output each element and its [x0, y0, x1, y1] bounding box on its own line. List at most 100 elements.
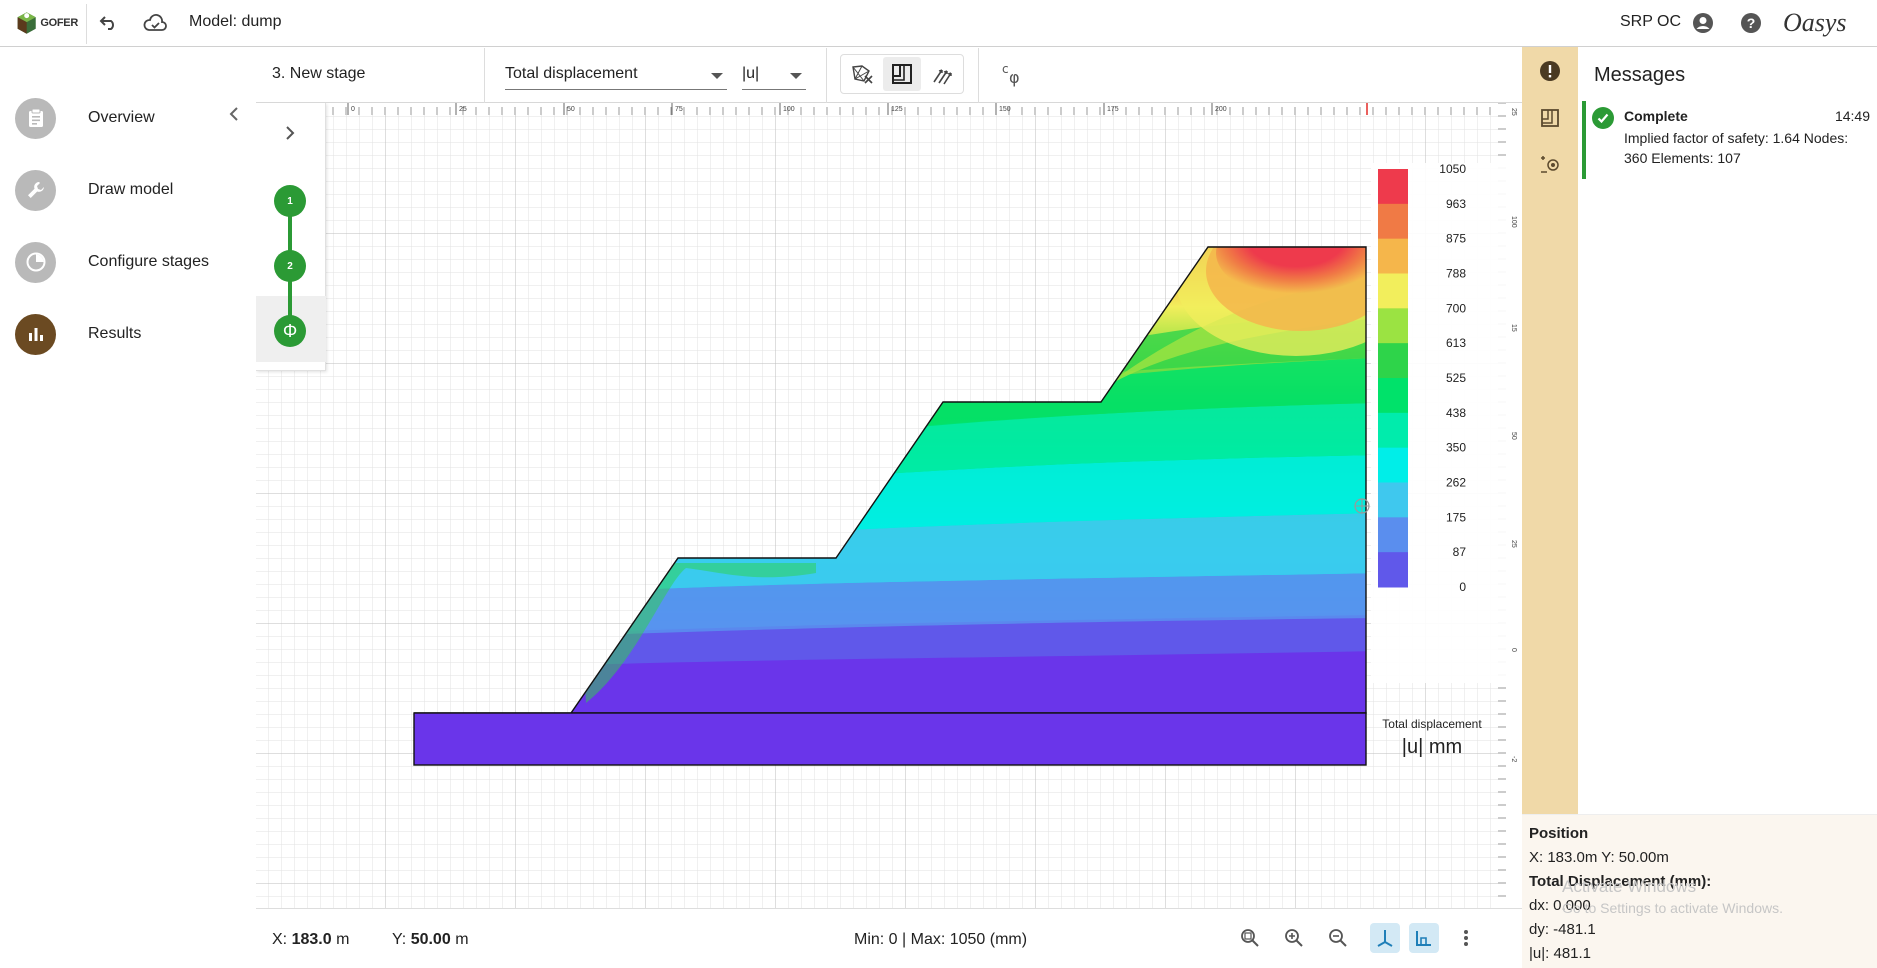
zoom-in-icon: [1285, 929, 1303, 947]
min-max-readout: Min: 0 | Max: 1050 (mm): [854, 931, 1028, 948]
collapse-nav-button[interactable]: [226, 105, 244, 123]
svg-text:c: c: [1002, 62, 1009, 76]
legend-swatch: [1378, 343, 1408, 379]
cloud-icon: [143, 14, 167, 31]
legend-swatch: [1378, 447, 1408, 483]
ruler-tick-label: 25: [1510, 540, 1517, 548]
result-type-select[interactable]: Total displacement: [505, 62, 727, 90]
cursor-y-readout: Y: 50.00 m: [392, 931, 469, 948]
axes-toggle-button[interactable]: [1370, 923, 1400, 953]
nav-item-draw-model[interactable]: Draw model: [15, 169, 245, 211]
more-options-button[interactable]: [1451, 923, 1481, 953]
more-vert-icon: [1464, 930, 1468, 946]
ruler-tick-label: 125: [891, 106, 903, 113]
component-select[interactable]: |u|: [742, 62, 806, 90]
bar-chart-icon: [15, 313, 56, 355]
svg-text:?: ?: [1747, 15, 1756, 31]
axes-icon: [1377, 930, 1393, 947]
legend-swatch: [1378, 552, 1408, 588]
ruler-tick-label: 25: [1510, 108, 1517, 116]
undo-button[interactable]: [96, 10, 122, 36]
legend-unit: |u| mm: [1402, 736, 1462, 758]
strength-params-button[interactable]: c φ: [1000, 61, 1026, 92]
divider: [826, 48, 827, 103]
windows-watermark-title: Activate Windows: [1562, 877, 1697, 896]
status-bar: X: 183.0 m Y: 50.00 m Min: 0 | Max: 1050…: [256, 908, 1522, 968]
results-canvas[interactable]: 0 25 50 75 100 125 150 175 200 25 100 15 50 25 0 -2: [256, 103, 1522, 908]
legend-swatch: [1378, 412, 1408, 449]
probe-tab-button[interactable]: [1536, 151, 1564, 179]
ruler-tick-label: -2: [1510, 756, 1517, 762]
position-title: Position: [1529, 825, 1589, 842]
nav-item-overview[interactable]: Overview: [15, 97, 245, 139]
legend-swatch: [1378, 517, 1408, 553]
results-plot[interactable]: 0 25 50 75 100 125 150 175 200 25 100 15 50 25 0 -2: [256, 103, 1522, 908]
ruler-tick-label: 100: [783, 106, 795, 113]
contour-tab-button[interactable]: [1536, 104, 1564, 132]
legend-title: Total displacement: [1382, 717, 1482, 731]
right-rail: [1522, 47, 1578, 814]
chevron-left-icon: [229, 107, 238, 121]
mesh-view-button[interactable]: [843, 57, 881, 91]
gofer-logo[interactable]: GOFER: [16, 6, 78, 40]
vector-view-button[interactable]: [923, 57, 961, 91]
messages-panel: Messages Complete 14:49 Implied factor o…: [1578, 47, 1877, 814]
expand-stages-button[interactable]: [278, 121, 302, 145]
ruler-tick-label: 75: [675, 106, 683, 113]
ruler-tick-label: 0: [351, 106, 355, 113]
message-body: Implied factor of safety: 1.64 Nodes: 36…: [1624, 130, 1849, 166]
cursor-x-readout: X: 183.0 m: [272, 931, 350, 948]
legend-value: 87: [1453, 545, 1467, 559]
nav-item-configure-stages[interactable]: Configure stages: [15, 241, 245, 283]
oasys-brand: Oasys: [1783, 8, 1847, 37]
messages-tab-button[interactable]: [1536, 57, 1564, 85]
zoom-extents-button[interactable]: [1235, 923, 1265, 953]
legend-swatch: [1378, 273, 1408, 309]
legend-swatch: [1378, 378, 1408, 414]
cloud-save-button[interactable]: [142, 10, 168, 36]
nav-label: Configure stages: [88, 253, 209, 270]
stage-1-button[interactable]: 1: [274, 185, 306, 217]
zoom-out-button[interactable]: [1323, 923, 1353, 953]
zoom-fit-icon: [1241, 929, 1259, 947]
wrench-icon: [15, 169, 56, 211]
ruler-toggle-button[interactable]: [1409, 923, 1439, 953]
account-button[interactable]: [1690, 10, 1716, 36]
legend-value: 963: [1446, 197, 1466, 211]
contour-view-button[interactable]: [883, 57, 921, 91]
pie-clock-icon: [15, 241, 56, 283]
user-name: SRP OC: [1620, 13, 1682, 30]
message-time: 14:49: [1834, 108, 1870, 124]
chevron-right-icon: [286, 126, 295, 140]
chevron-down-icon: [711, 73, 723, 79]
legend-value: 1050: [1439, 162, 1466, 176]
windows-watermark-subtitle: Go to Settings to activate Windows.: [1562, 900, 1783, 916]
ruler-tick-label: 25: [459, 106, 467, 113]
divider: [484, 48, 485, 103]
stage-2-button[interactable]: 2: [274, 250, 306, 282]
nav-label: Results: [88, 325, 142, 342]
stage-3-button[interactable]: Φ: [274, 315, 306, 347]
contour-icon: [1541, 109, 1559, 127]
legend-value: 350: [1446, 441, 1466, 455]
legend-values: 1050 963 875 788 700 613 525 438 350 262 175 87 0: [1439, 162, 1466, 594]
vector-arrows-icon: [933, 69, 952, 85]
ruler-tick-label: 100: [1510, 216, 1517, 228]
message-item[interactable]: Complete 14:49 Implied factor of safety:…: [1582, 101, 1870, 179]
logo-text: GOFER: [40, 17, 78, 29]
legend-value: 0: [1459, 580, 1466, 594]
zoom-in-button[interactable]: [1279, 923, 1309, 953]
nav-item-results[interactable]: Results: [15, 313, 245, 355]
svg-text:φ: φ: [1009, 68, 1020, 87]
foundation-layer: [413, 712, 1367, 766]
probe-target-icon: [1541, 156, 1559, 173]
dx-value: dx: 0.000: [1529, 897, 1591, 914]
messages-title: Messages: [1594, 64, 1686, 86]
top-bar: GOFER Model: dump SRP OC ? Oasys: [0, 0, 1877, 47]
ruler-tick-label: 50: [1510, 432, 1517, 440]
displacement-title: Total Displacement (mm):: [1529, 873, 1712, 890]
check-circle-icon: [1592, 107, 1614, 129]
divider: [978, 48, 979, 103]
legend-value: 525: [1446, 371, 1466, 385]
help-button[interactable]: ?: [1738, 10, 1764, 36]
